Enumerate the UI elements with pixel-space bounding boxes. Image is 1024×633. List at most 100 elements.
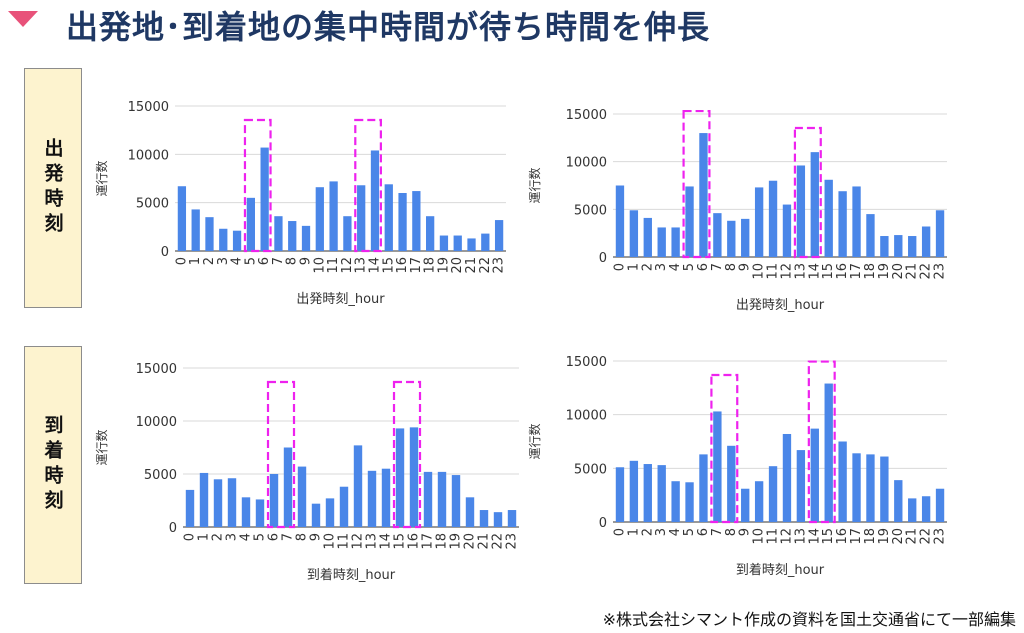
bar-hour-0: [177, 186, 187, 251]
bar-hour-9: [311, 503, 321, 527]
x-tick-label: 7: [710, 263, 725, 271]
x-tick-label: 19: [449, 533, 464, 550]
x-tick-label: 17: [421, 533, 436, 550]
x-tick-label: 21: [464, 257, 479, 274]
bar-hour-18: [866, 214, 875, 257]
x-tick-label: 23: [505, 533, 520, 550]
x-tick-label: 7: [281, 533, 296, 541]
bar-hour-13: [796, 450, 806, 522]
side-label-departure-text: 出発時刻: [41, 138, 64, 238]
bar-hour-1: [191, 209, 200, 251]
x-axis-label: 出発時刻_hour: [296, 292, 385, 307]
x-tick-label: 8: [295, 533, 310, 541]
x-tick-label: 3: [216, 257, 231, 265]
bar-hour-3: [227, 478, 237, 527]
x-tick-label: 21: [905, 263, 920, 280]
x-tick-label: 9: [299, 257, 314, 265]
x-tick-label: 2: [202, 257, 217, 265]
bar-hour-16: [838, 191, 847, 257]
bar-hour-17: [852, 186, 861, 257]
x-tick-label: 0: [174, 257, 189, 265]
x-axis-label: 到着時刻_hour: [307, 567, 396, 583]
bar-hour-16: [838, 441, 847, 522]
x-tick-label: 11: [766, 528, 781, 545]
bar-hour-8: [727, 220, 736, 257]
x-tick-label: 4: [230, 257, 245, 265]
bar-hour-17: [412, 191, 421, 251]
x-tick-label: 16: [835, 528, 850, 545]
bar-hour-14: [370, 150, 380, 251]
x-tick-label: 6: [267, 533, 282, 541]
x-tick-label: 19: [877, 263, 892, 280]
triangle-marker-icon: [8, 11, 38, 27]
y-axis-label: 運行数: [527, 167, 542, 203]
x-tick-label: 9: [309, 533, 324, 541]
bar-hour-8: [288, 221, 297, 251]
peak-highlight-box: [266, 380, 296, 529]
x-tick-label: 19: [436, 257, 451, 274]
bar-hour-17: [852, 453, 861, 522]
x-tick-label: 22: [478, 257, 493, 274]
bar-hour-13: [796, 165, 806, 257]
x-tick-label: 10: [312, 257, 327, 274]
x-tick-label: 13: [793, 528, 808, 545]
x-tick-label: 18: [435, 533, 450, 550]
x-tick-label: 14: [807, 528, 822, 545]
y-axis-label: 運行数: [527, 423, 542, 459]
x-tick-label: 3: [654, 528, 669, 536]
bar-hour-11: [768, 180, 778, 257]
bar-hour-12: [353, 445, 363, 527]
bar-hour-9: [741, 488, 750, 522]
bar-hour-11: [339, 486, 349, 527]
bar-hour-6: [699, 454, 708, 522]
bar-hour-19: [880, 236, 889, 257]
title-row: 出発地･到着地の集中時間が待ち時間を伸長: [0, 0, 1024, 50]
x-tick-label: 11: [337, 533, 352, 550]
bar-hour-9: [741, 218, 750, 257]
x-tick-label: 15: [381, 257, 396, 274]
x-tick-label: 1: [626, 263, 641, 271]
x-tick-label: 1: [626, 528, 641, 536]
x-tick-label: 0: [612, 263, 627, 271]
side-label-departure: 出発時刻: [24, 68, 82, 308]
bar-hour-2: [213, 479, 223, 527]
x-tick-label: 23: [933, 263, 948, 280]
bar-hour-14: [381, 468, 391, 527]
bar-hour-17: [423, 471, 433, 527]
y-tick-label: 10000: [566, 156, 607, 171]
bar-hour-7: [283, 447, 293, 527]
x-tick-label: 20: [891, 528, 906, 545]
x-tick-label: 11: [326, 257, 341, 274]
bar-hour-12: [782, 433, 792, 522]
x-tick-label: 0: [612, 528, 627, 536]
bar-hour-12: [782, 204, 792, 257]
y-tick-label: 5000: [574, 462, 607, 477]
y-tick-label: 0: [599, 516, 607, 531]
bar-hour-22: [921, 496, 931, 522]
y-tick-label: 10000: [136, 415, 177, 430]
x-tick-label: 16: [395, 257, 410, 274]
bar-hour-6: [260, 147, 269, 251]
bar-hour-15: [824, 179, 833, 257]
peak-highlight-box: [392, 380, 422, 529]
x-tick-label: 18: [863, 263, 878, 280]
x-tick-label: 8: [285, 257, 300, 265]
y-tick-label: 15000: [566, 355, 607, 370]
bar-hour-19: [451, 475, 461, 527]
bar-hour-15: [824, 383, 833, 522]
y-tick-label: 10000: [566, 409, 607, 424]
bar-hour-10: [754, 187, 764, 257]
bar-hour-2: [205, 217, 214, 251]
x-tick-label: 10: [752, 528, 767, 545]
chart-departure-right: 0500010000150000123456789101112131415161…: [527, 108, 948, 313]
x-tick-label: 18: [423, 257, 438, 274]
y-tick-label: 15000: [136, 362, 177, 377]
x-tick-label: 23: [492, 257, 507, 274]
x-tick-label: 0: [183, 533, 198, 541]
peak-highlight-box: [793, 126, 822, 259]
bar-hour-18: [437, 471, 447, 527]
x-tick-label: 1: [197, 533, 212, 541]
bar-hour-8: [297, 466, 307, 527]
bar-hour-20: [465, 497, 475, 527]
